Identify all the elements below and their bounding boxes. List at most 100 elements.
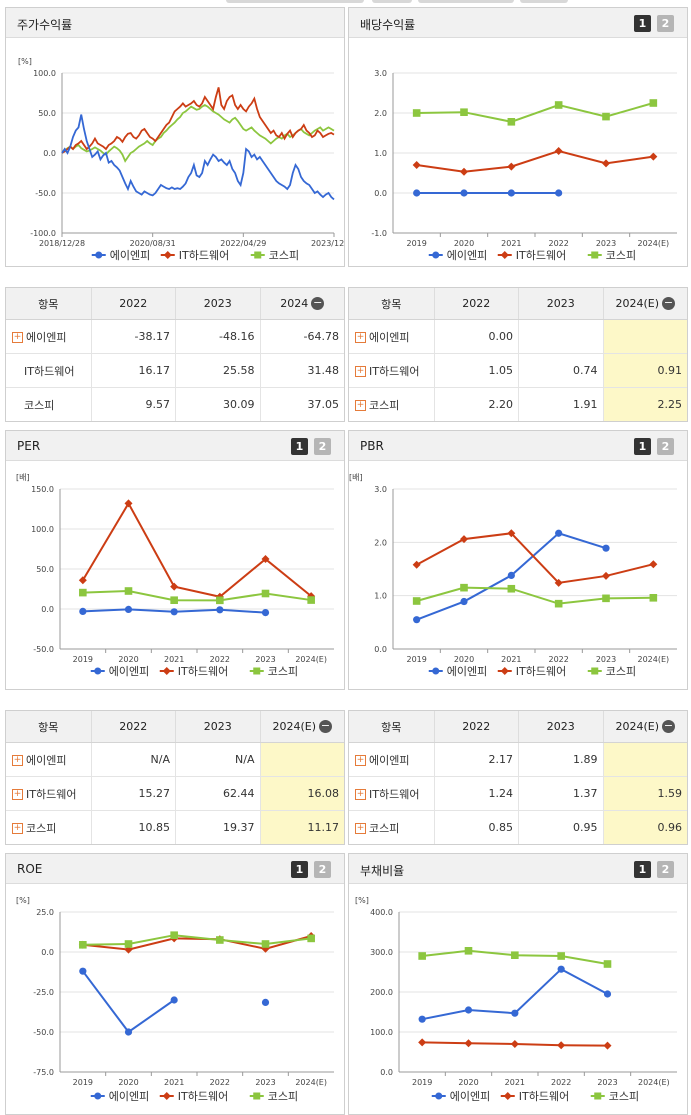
page-1-button[interactable]: 1 xyxy=(291,861,308,878)
page-2-button[interactable]: 2 xyxy=(657,861,674,878)
table-row: + 에이엔피 0.00 xyxy=(349,319,687,354)
data-point xyxy=(412,109,421,117)
y-tick-label: 0.0 xyxy=(43,149,56,158)
table-cell: 1.91 xyxy=(518,387,603,421)
panel-title: 주가수익률 xyxy=(17,18,73,32)
data-point xyxy=(412,560,421,569)
page-1-button[interactable]: 1 xyxy=(291,438,308,455)
expand-icon[interactable]: + xyxy=(12,823,23,834)
unit-label: [%] xyxy=(355,896,369,905)
data-point xyxy=(507,189,515,197)
table-header: 2023 xyxy=(518,711,603,743)
legend-label: 코스피 xyxy=(609,1090,639,1103)
expand-icon[interactable]: + xyxy=(355,400,366,411)
series-line xyxy=(82,589,312,602)
legend-label: IT하드웨어 xyxy=(516,664,566,678)
legend-label: 코스피 xyxy=(606,249,636,262)
legend-marker xyxy=(163,251,172,259)
page-2-button[interactable]: 2 xyxy=(314,861,331,878)
expand-icon[interactable]: + xyxy=(355,366,366,377)
collapse-icon[interactable]: − xyxy=(662,296,676,311)
data-point xyxy=(413,616,421,624)
data-point xyxy=(554,147,563,155)
table-cell: 1.37 xyxy=(518,776,603,811)
page-1-button[interactable]: 1 xyxy=(634,15,651,32)
legend-marker xyxy=(95,251,103,259)
collapse-icon[interactable]: − xyxy=(311,296,325,311)
page-2-button[interactable]: 2 xyxy=(657,438,674,455)
dividend-yield-table: 항목 2022 2023 2024(E) − + 에이엔피 0.00 + IT하드웨어… xyxy=(348,287,688,422)
table-cell: -38.17 xyxy=(90,319,176,354)
data-point xyxy=(307,934,315,943)
x-tick-label: 2024(E) xyxy=(638,1078,670,1087)
legend-marker xyxy=(162,667,171,675)
unit-label: [%] xyxy=(18,57,32,66)
data-point xyxy=(261,555,270,564)
per-table: 항목 2022 2023 2024(E) − + 에이엔피 N/A N/A + IT하… xyxy=(5,710,345,845)
y-tick-label: -1.0 xyxy=(371,229,387,238)
x-tick-label: 2021 xyxy=(501,655,521,664)
table-cell: 9.57 xyxy=(90,387,176,421)
table-cell: 1.59 xyxy=(602,776,687,811)
table-header-label: 2024(E) xyxy=(615,296,660,310)
legend-marker xyxy=(432,667,440,675)
legend-label: IT하드웨어 xyxy=(516,248,566,262)
data-point xyxy=(464,947,473,955)
expand-icon[interactable]: + xyxy=(12,332,23,343)
data-point xyxy=(603,1041,612,1050)
data-point xyxy=(79,588,87,597)
x-tick-label: 2022 xyxy=(210,1078,230,1087)
table-cell: 25.58 xyxy=(175,353,260,388)
stock-return-table: 항목 2022 2023 2024− + 에이엔피 -38.17 -48.16 -… xyxy=(5,287,345,422)
x-tick-label: 2020 xyxy=(458,1078,478,1087)
legend-marker xyxy=(162,1092,171,1100)
y-tick-label: 0.0 xyxy=(380,1068,393,1077)
expand-icon[interactable]: + xyxy=(355,789,366,800)
table-cell: 0.91 xyxy=(602,353,687,388)
table-header-label: 2024(E) xyxy=(615,719,660,733)
expand-icon[interactable]: + xyxy=(355,332,366,343)
expand-icon[interactable]: + xyxy=(12,789,23,800)
expand-icon[interactable]: + xyxy=(355,823,366,834)
data-point xyxy=(602,571,610,580)
table-cell: N/A xyxy=(90,742,176,777)
row-label-cell: IT하드웨어 xyxy=(6,353,91,388)
data-point xyxy=(124,945,133,954)
expand-icon[interactable]: + xyxy=(12,755,23,766)
page-1-button[interactable]: 1 xyxy=(634,438,651,455)
page-1-button[interactable]: 1 xyxy=(634,861,651,878)
legend-label: 에이엔피 xyxy=(447,249,487,262)
table-cell: 0.96 xyxy=(602,810,687,844)
data-point xyxy=(79,607,87,615)
y-tick-label: 50.0 xyxy=(38,109,56,118)
unit-label: [배] xyxy=(349,473,363,482)
panel-title: PBR xyxy=(360,439,384,453)
table-cell: 0.85 xyxy=(433,810,519,844)
y-tick-label: 1.0 xyxy=(374,592,387,601)
legend-label: 에이엔피 xyxy=(109,1090,149,1103)
collapse-icon[interactable]: − xyxy=(319,719,333,734)
data-point xyxy=(557,952,565,960)
x-tick-label: 2022 xyxy=(548,239,568,248)
x-tick-label: 2023 xyxy=(596,655,616,664)
data-point xyxy=(511,951,519,959)
data-point xyxy=(464,1006,473,1014)
x-tick-label: 2023/12/28 xyxy=(311,239,344,248)
row-label: IT하드웨어 xyxy=(369,787,420,801)
row-label-cell: + IT하드웨어 xyxy=(6,776,91,811)
data-point xyxy=(603,990,612,998)
unit-label: [%] xyxy=(16,896,30,905)
data-point xyxy=(460,583,468,592)
page-2-button[interactable]: 2 xyxy=(657,15,674,32)
page-2-button[interactable]: 2 xyxy=(314,438,331,455)
x-tick-label: 2024(E) xyxy=(638,239,670,248)
data-point xyxy=(216,606,224,614)
table-cell xyxy=(259,742,344,777)
collapse-icon[interactable]: − xyxy=(662,719,676,734)
panel-header: PBR 1 2 xyxy=(349,431,687,461)
debt-ratio-chart: [%]400.0 300.0 200.0 100.0 0.0 2019 2020 2021 20… xyxy=(355,896,677,1103)
expand-icon[interactable]: + xyxy=(355,755,366,766)
x-tick-label: 2019 xyxy=(412,1078,432,1087)
table-header-label: 2024(E) xyxy=(272,719,317,733)
